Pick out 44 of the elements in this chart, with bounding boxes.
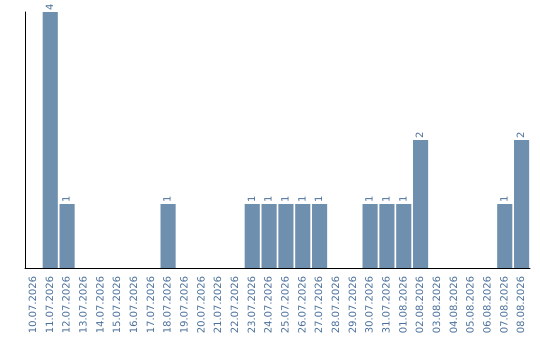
x-tick-label: 30.07.2026 [364,276,376,334]
x-tick-label: 26.07.2026 [297,276,308,334]
x-tick-label: 03.08.2026 [432,276,443,334]
x-tick-label: 08.08.2026 [516,276,528,334]
data-label: 1 [297,196,308,202]
x-tick-label: 13.07.2026 [78,276,90,334]
x-tick-label: 23.07.2026 [246,276,258,334]
x-tick-label: 05.08.2026 [466,276,477,334]
x-tick-label: 31.07.2026 [381,276,392,334]
data-label: 1 [162,196,174,202]
data-label: 1 [499,196,510,202]
x-tick-label: 15.07.2026 [112,276,124,334]
x-tick-label: 22.07.2026 [230,276,241,334]
data-label: 2 [516,132,528,138]
x-tick-label: 06.08.2026 [482,276,494,334]
data-label: 1 [314,196,326,202]
data-label: 1 [381,196,392,202]
x-tick-label: 04.08.2026 [448,276,460,334]
x-tick-label: 25.07.2026 [280,276,292,334]
x-tick-label: 12.07.2026 [62,276,73,334]
x-tick-label: 28.07.2026 [330,276,342,334]
data-label: 1 [280,196,292,202]
x-tick-label: 11.07.2026 [44,276,56,334]
data-label: 2 [415,132,426,138]
data-label: 1 [264,196,275,202]
x-tick-label: 19.07.2026 [179,276,190,334]
x-tick-label: 10.07.2026 [28,276,39,334]
x-tick-label: 02.08.2026 [415,276,426,334]
x-tick-label: 14.07.2026 [95,276,106,334]
x-tick-label: 16.07.2026 [128,276,140,334]
x-tick-label: 21.07.2026 [213,276,224,334]
data-label: 1 [62,196,73,202]
data-label: 4 [44,4,56,10]
x-tick-label: 29.07.2026 [348,276,359,334]
x-tick-label: 20.07.2026 [196,276,208,334]
x-tick-label: 01.08.2026 [398,276,410,334]
x-tick-label: 07.08.2026 [499,276,510,334]
x-tick-label: 18.07.2026 [162,276,174,334]
x-tick-label: 27.07.2026 [314,276,326,334]
data-label: 1 [364,196,376,202]
x-tick-label: 17.07.2026 [146,276,157,334]
data-label: 1 [246,196,258,202]
x-tick-label: 24.07.2026 [264,276,275,334]
data-label: 1 [398,196,410,202]
